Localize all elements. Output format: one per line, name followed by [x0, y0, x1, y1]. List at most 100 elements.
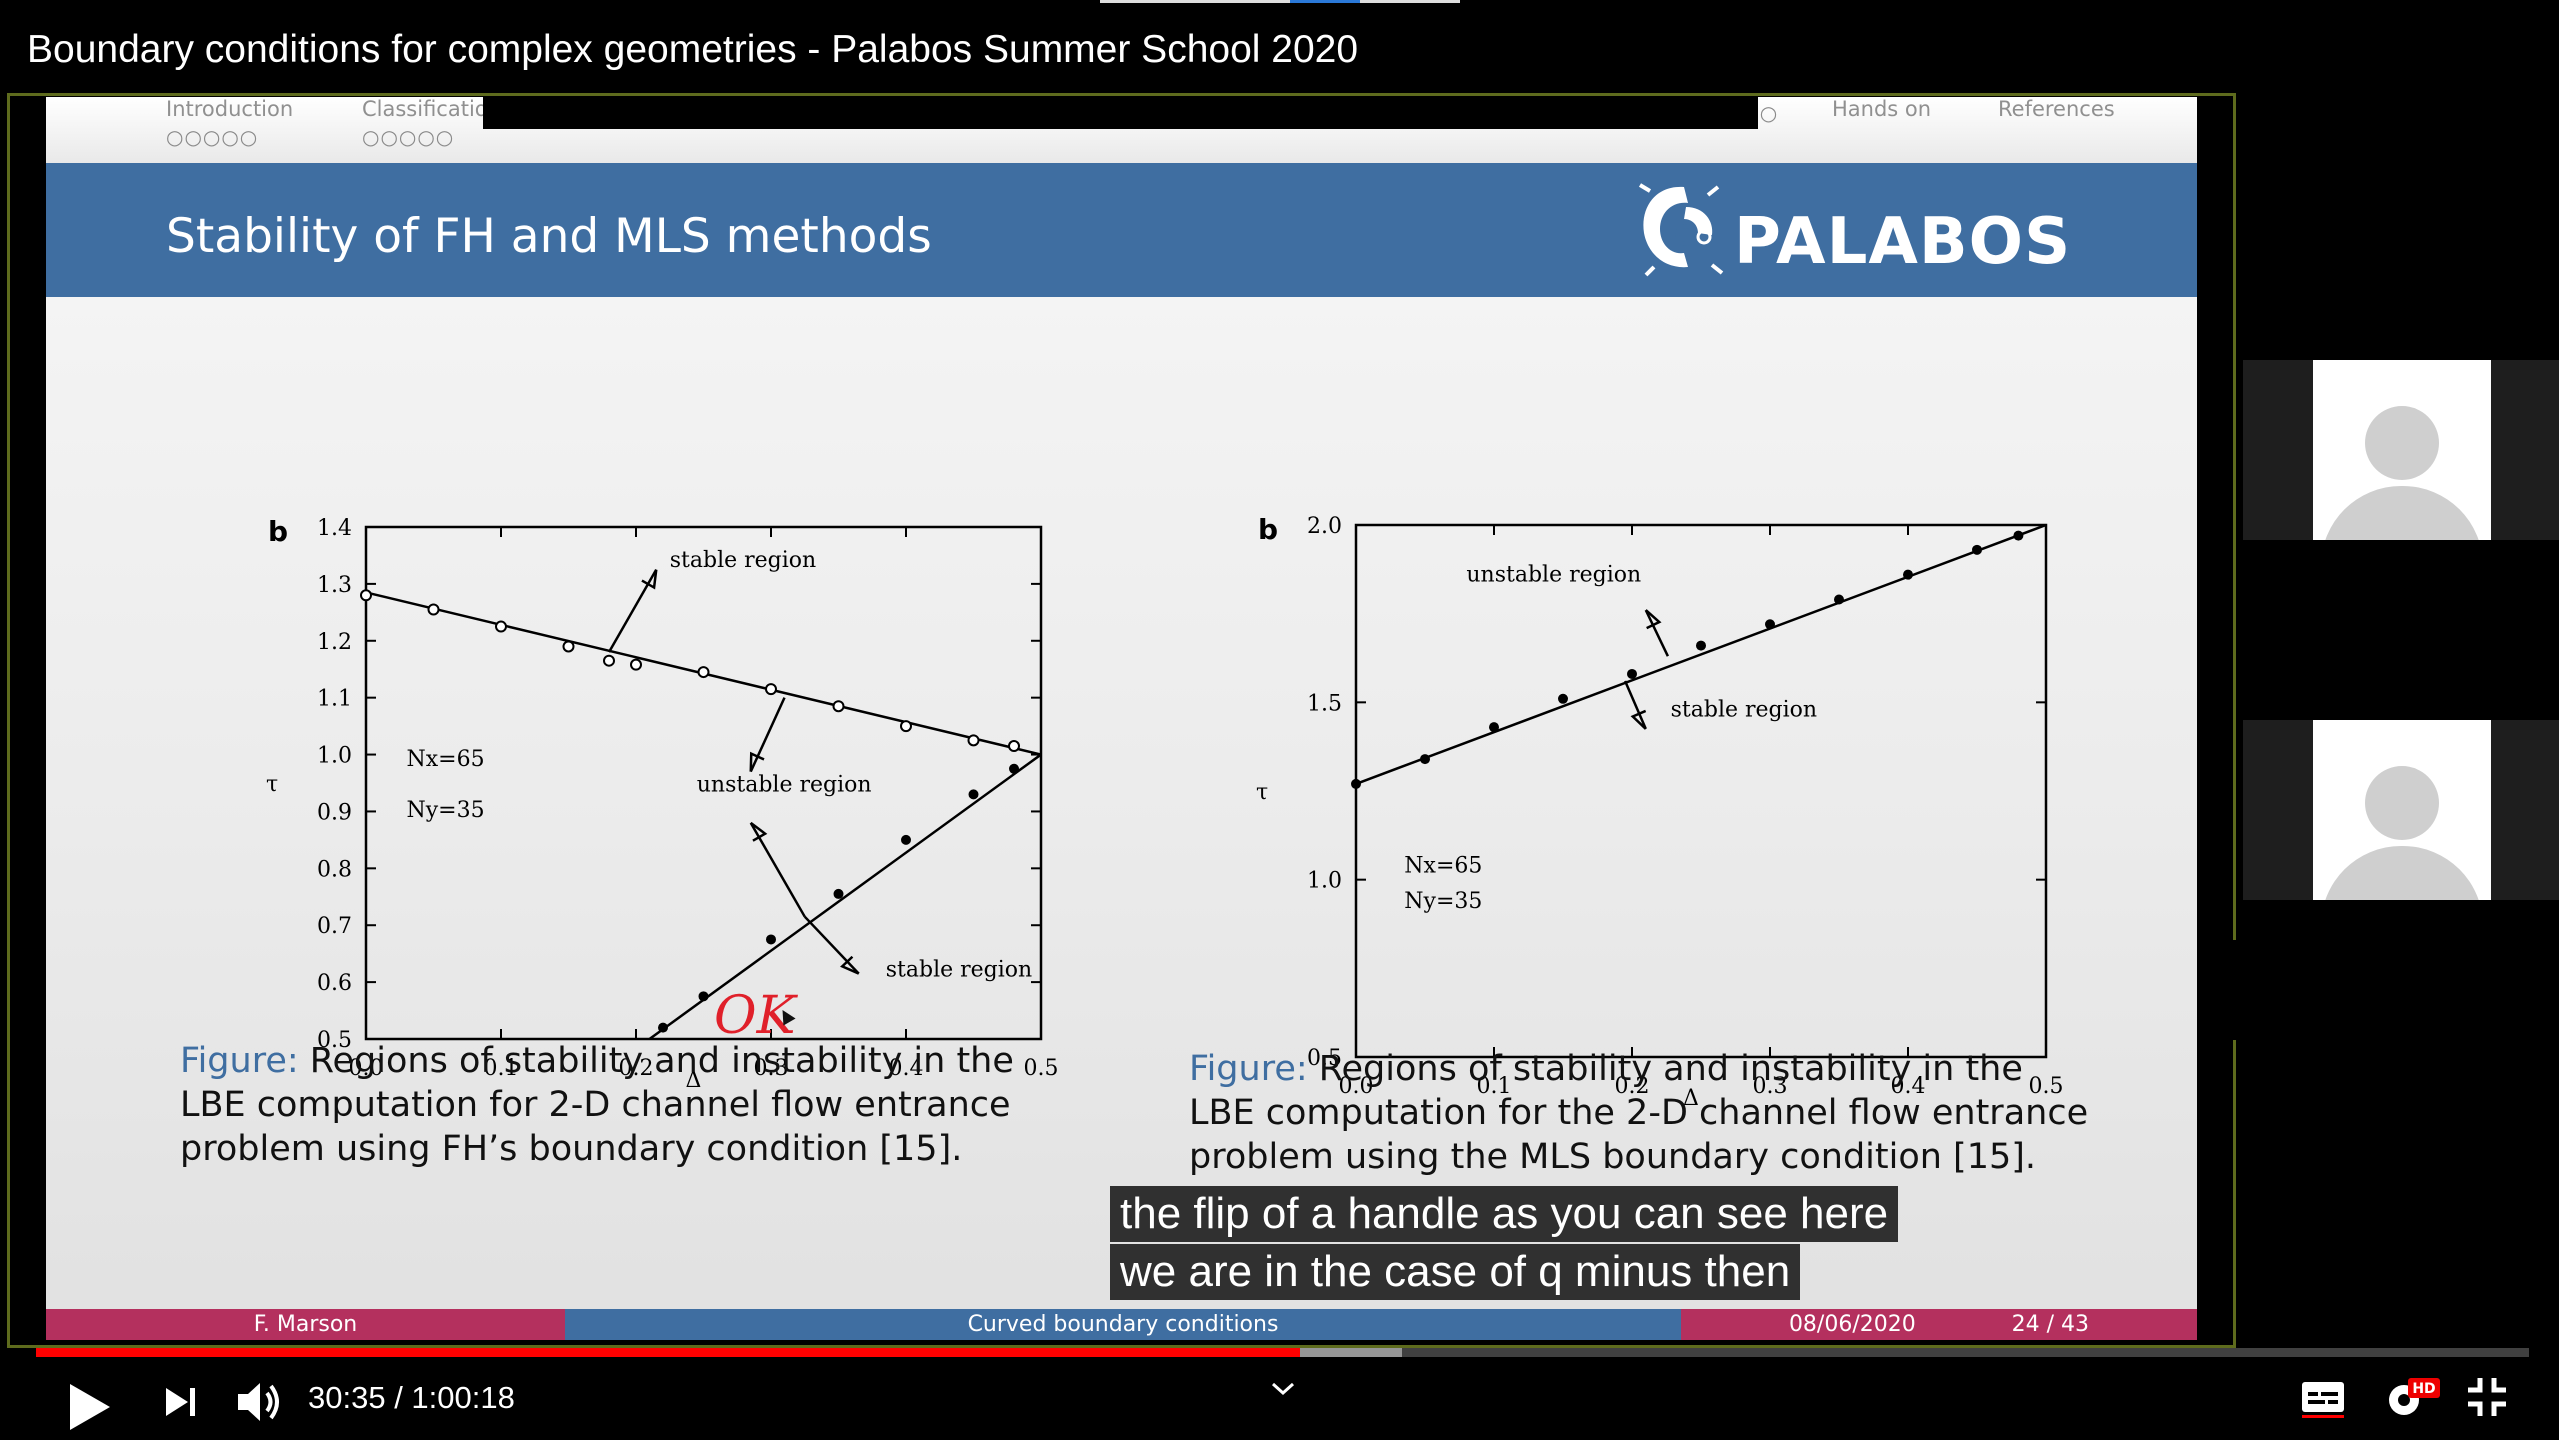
caption-left-line1: Regions of stability and instability in …: [298, 1041, 1014, 1081]
time-display: 30:35 / 1:00:18: [308, 1380, 515, 1415]
play-icon[interactable]: [66, 1382, 112, 1432]
y-axis-label: τ: [266, 772, 278, 797]
nav-section-label: Introduction: [166, 97, 294, 121]
x-tick-label: 0.1: [484, 1056, 519, 1081]
captions-overlay: the flip of a handle as you can see here…: [1110, 1186, 1899, 1302]
annotation-arrowhead: [641, 569, 658, 590]
y-tick-label: 1.3: [317, 573, 352, 598]
data-point: [900, 720, 912, 733]
chevron-down-icon[interactable]: [1270, 1380, 1296, 1398]
video-title: Boundary conditions for complex geometri…: [27, 28, 1359, 71]
nav-section: Classificatio ○○○○○: [362, 97, 488, 149]
slide-header: Stability of FH and MLS methods PALABOS: [46, 163, 2197, 297]
data-point: [832, 700, 845, 713]
x-tick-label: 0.3: [754, 1056, 789, 1081]
footer-page-number: 24 / 43: [2011, 1312, 2090, 1337]
caption-left-prefix: Figure:: [180, 1041, 299, 1081]
x-axis-label: Δ: [686, 1068, 702, 1093]
annotation-arrowhead: [749, 751, 765, 772]
x-axis-label: Δ: [1683, 1086, 1699, 1111]
nav-section-label: References: [1998, 97, 2115, 121]
exit-fullscreen-icon[interactable]: [2466, 1376, 2508, 1418]
volume-icon[interactable]: [236, 1380, 284, 1424]
plot-mls-svg: 0.0 0.1 0.2 0.3 0.4 0.5 0.5 1.0 1.5 2.0 b Δτ unstabl…: [1256, 513, 2064, 1111]
participant-tile[interactable]: [2243, 360, 2559, 540]
y-tick-label: 1.1: [317, 687, 352, 712]
chart-annotation: stable region: [886, 957, 1032, 982]
data-point: [2013, 530, 2024, 541]
x-tick-label: 0.0: [349, 1056, 384, 1081]
video-progress-bar[interactable]: [36, 1348, 2529, 1357]
x-tick-label: 0.2: [1615, 1074, 1650, 1099]
time-total: 1:00:18: [411, 1380, 515, 1415]
series-line: [648, 753, 1042, 1041]
panel-label: b: [1258, 513, 1278, 546]
data-point: [697, 666, 710, 679]
slide-title: Stability of FH and MLS methods: [166, 209, 932, 264]
y-tick-label: 1.2: [317, 630, 352, 655]
caption-left-line2: LBE computation for 2-D channel flow ent…: [180, 1085, 1011, 1125]
participant-tile[interactable]: [2243, 720, 2559, 900]
nav-section: References: [1998, 97, 2115, 125]
x-tick-label: 0.5: [1024, 1056, 1059, 1081]
data-point: [360, 589, 372, 602]
next-icon[interactable]: [164, 1386, 198, 1418]
screen-share-frame: [7, 93, 2236, 1348]
chart-annotation: stable region: [670, 548, 816, 573]
occluding-bar: [483, 97, 1758, 129]
plot-fh: 0.0 0.1 0.2 0.3 0.4 0.5 0.5 0.6 0.7 0.8 0.9 1.0 1.1 1…: [206, 417, 1086, 1093]
nav-section: Introduction ○○○○○: [166, 97, 293, 149]
chart-annotation: stable region: [1671, 698, 1817, 723]
caption-right-line2: LBE computation for the 2-D channel flow…: [1189, 1093, 2089, 1133]
data-point: [427, 603, 440, 616]
palabos-logo: PALABOS: [1626, 177, 2106, 287]
data-point: [1489, 722, 1499, 733]
data-point: [1627, 668, 1637, 679]
plot-frame: [364, 525, 1043, 1041]
svg-text:HD: HD: [2412, 1381, 2435, 1397]
data-point: [562, 640, 575, 653]
panel-label: b: [268, 515, 288, 548]
chart-annotation: unstable region: [697, 773, 872, 798]
y-tick-label: 0.5: [317, 1028, 352, 1053]
settings-hd-icon[interactable]: HD: [2386, 1376, 2442, 1422]
slide: Introduction ○○○○○ Classificatio ○○○○○ ○○○…: [46, 97, 2197, 1340]
palabos-logo-icon: [1638, 183, 1724, 277]
avatar: [2313, 360, 2491, 540]
caption-right-prefix: Figure:: [1189, 1049, 1308, 1089]
top-indicator: [1100, 0, 1460, 3]
footer-author: F. Marson: [46, 1309, 565, 1340]
captions-icon[interactable]: [2300, 1380, 2346, 1418]
caption-right: Figure: Regions of stability and instabi…: [1189, 1047, 2088, 1179]
annotation-arrow: [749, 822, 806, 918]
annotation-arrow: [749, 697, 786, 773]
y-tick-label: 1.5: [1307, 691, 1342, 716]
annotation-arrow: [607, 569, 658, 653]
annotation-arrow: [1623, 680, 1647, 730]
y-axis-label: τ: [1256, 780, 1268, 805]
y-tick-label: 0.6: [317, 971, 352, 996]
annotation-arrowhead: [840, 955, 860, 975]
x-tick-label: 0.2: [619, 1056, 654, 1081]
caption-line: the flip of a handle as you can see here: [1110, 1186, 1899, 1242]
annotation-arrowhead: [749, 821, 768, 842]
y-tick-label: 1.0: [317, 744, 352, 769]
caption-line: we are in the case of q minus then: [1110, 1244, 1801, 1300]
data-point: [603, 654, 615, 667]
data-point: [1834, 594, 1844, 605]
y-tick-label: 1.4: [317, 516, 352, 541]
y-tick-label: 0.8: [317, 857, 352, 882]
data-point: [1972, 544, 1982, 555]
data-point: [1558, 693, 1568, 704]
nav-section: Hands on: [1832, 97, 1931, 125]
data-point: [630, 658, 642, 671]
x-tick-label: 0.4: [1891, 1074, 1926, 1099]
data-point: [1420, 754, 1430, 765]
nav-section-label: Classificatio: [362, 97, 488, 121]
data-point: [1903, 569, 1913, 580]
data-point: [1008, 740, 1020, 753]
handwritten-ok-annotation: OK: [714, 986, 796, 1046]
data-point: [1351, 778, 1361, 789]
chart-annotation: Ny=35: [1404, 889, 1482, 914]
plot-frame: [1354, 523, 2048, 1059]
